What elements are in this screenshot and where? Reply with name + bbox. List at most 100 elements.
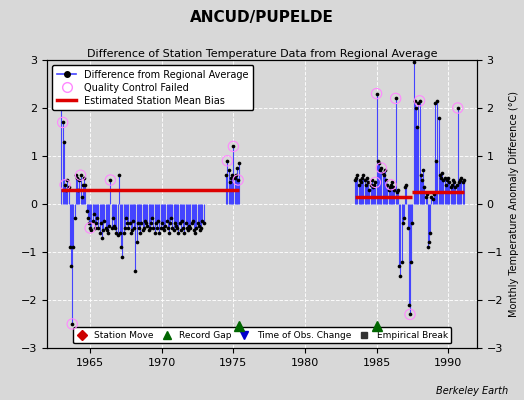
- Point: [112, 230, 121, 236]
- Point: [450, 179, 458, 186]
- Point: [426, 230, 434, 236]
- Point: [374, 158, 382, 164]
- Point: [132, 268, 140, 274]
- Point: [162, 218, 171, 224]
- Point: [353, 172, 362, 178]
- Point: [180, 230, 189, 236]
- Point: [117, 244, 125, 250]
- Point: [418, 177, 426, 183]
- Point: [141, 218, 149, 224]
- Point: [193, 220, 202, 226]
- Point: [191, 230, 199, 236]
- Point: [128, 227, 136, 234]
- Point: [420, 184, 429, 190]
- Point: [133, 239, 141, 246]
- Point: [94, 225, 103, 231]
- Point: [78, 194, 86, 200]
- Point: [143, 222, 151, 229]
- Point: [449, 177, 457, 183]
- Point: [406, 311, 414, 318]
- Point: [381, 167, 389, 174]
- Point: [104, 230, 112, 236]
- Point: [378, 170, 387, 176]
- Point: [129, 218, 137, 224]
- Point: [156, 225, 165, 231]
- Point: [79, 182, 87, 188]
- Point: [425, 239, 433, 246]
- Point: [437, 174, 445, 181]
- Point: [390, 186, 399, 193]
- Point: [95, 230, 104, 236]
- Point: [234, 177, 242, 183]
- Point: [409, 59, 418, 66]
- Point: [61, 182, 69, 188]
- Point: [455, 179, 463, 186]
- Point: [136, 230, 145, 236]
- Point: [158, 220, 166, 226]
- Point: [93, 215, 102, 222]
- Point: [98, 234, 106, 241]
- Point: [361, 177, 369, 183]
- Point: [351, 177, 359, 183]
- Point: [126, 230, 135, 236]
- Point: [417, 172, 425, 178]
- Point: [388, 179, 396, 186]
- Point: [228, 172, 236, 178]
- Point: [102, 225, 110, 231]
- Point: [416, 98, 424, 104]
- Point: [67, 263, 75, 270]
- Legend: Station Move, Record Gap, Time of Obs. Change, Empirical Break: Station Move, Record Gap, Time of Obs. C…: [73, 327, 451, 344]
- Point: [188, 220, 196, 226]
- Point: [89, 218, 97, 224]
- Point: [352, 174, 361, 181]
- Point: [122, 215, 130, 222]
- Point: [452, 182, 461, 188]
- Point: [72, 172, 80, 178]
- Point: [379, 172, 388, 178]
- Point: [416, 98, 424, 104]
- Point: [392, 189, 401, 195]
- Point: [395, 263, 403, 270]
- Point: [231, 174, 239, 181]
- Point: [151, 220, 160, 226]
- Point: [394, 186, 402, 193]
- Point: [354, 182, 363, 188]
- Point: [80, 174, 89, 181]
- Point: [153, 225, 161, 231]
- Point: [64, 184, 73, 190]
- Point: [139, 225, 148, 231]
- Point: [68, 321, 77, 327]
- Point: [439, 177, 447, 183]
- Point: [412, 105, 420, 111]
- Point: [235, 160, 244, 166]
- Point: [435, 172, 444, 178]
- Point: [123, 220, 132, 226]
- Point: [402, 182, 411, 188]
- Point: [229, 143, 237, 150]
- Point: [192, 225, 201, 231]
- Point: [149, 225, 158, 231]
- Point: [66, 244, 74, 250]
- Point: [184, 227, 192, 234]
- Point: [168, 225, 177, 231]
- Point: [137, 220, 146, 226]
- Point: [234, 177, 242, 183]
- Point: [119, 230, 128, 236]
- Point: [159, 225, 167, 231]
- Point: [86, 225, 94, 231]
- Point: [371, 179, 379, 186]
- Point: [433, 98, 442, 104]
- Point: [223, 158, 232, 164]
- Point: [413, 124, 421, 130]
- Point: [454, 105, 462, 111]
- Point: [357, 179, 365, 186]
- Point: [442, 182, 450, 188]
- Point: [146, 225, 154, 231]
- Point: [445, 179, 454, 186]
- Point: [389, 184, 398, 190]
- Point: [424, 244, 432, 250]
- Point: [432, 158, 441, 164]
- Point: [405, 302, 413, 308]
- Point: [86, 225, 94, 231]
- Point: [196, 227, 204, 234]
